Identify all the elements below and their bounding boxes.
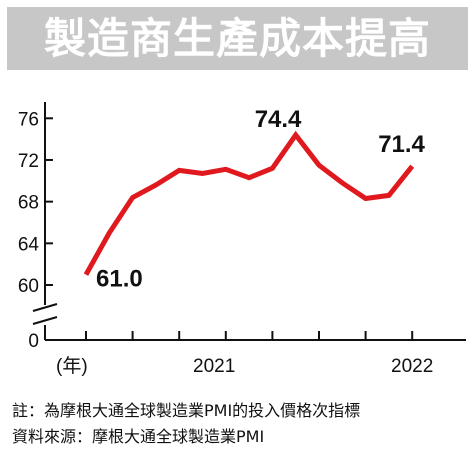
x-tick-label: 2021 bbox=[193, 356, 235, 377]
axis-break-mark bbox=[32, 303, 58, 312]
footnote: 註：為摩根大通全球製造業PMI的投入價格次指標 bbox=[12, 401, 361, 420]
y-tick-label: 72 bbox=[18, 151, 39, 172]
y-tick-label: 60 bbox=[18, 276, 39, 297]
data-label: 74.4 bbox=[255, 106, 302, 133]
x-unit-label: (年) bbox=[56, 355, 88, 377]
series-line bbox=[83, 130, 415, 276]
source-note: 資料來源：摩根大通全球製造業PMI bbox=[12, 427, 265, 446]
x-tick-label: 2022 bbox=[391, 356, 433, 377]
y-tick-label: 76 bbox=[18, 109, 39, 130]
y-tick-label: 64 bbox=[18, 234, 40, 255]
notes-block: 註：為摩根大通全球製造業PMI的投入價格次指標 資料來源：摩根大通全球製造業PM… bbox=[12, 398, 468, 450]
data-label: 61.0 bbox=[96, 266, 143, 293]
y-origin-label: 0 bbox=[28, 331, 39, 352]
title-banner: 製造商生產成本提高 bbox=[7, 7, 468, 70]
y-tick-label: 68 bbox=[18, 193, 39, 214]
line-chart: 60 64 68 72 76 0 (年) 2021 2022 61.0 74.4 71.4 bbox=[18, 102, 466, 377]
chart-title: 製造商生產成本提高 bbox=[43, 13, 431, 63]
axis-break-mark bbox=[32, 316, 58, 325]
data-label: 71.4 bbox=[378, 131, 425, 158]
